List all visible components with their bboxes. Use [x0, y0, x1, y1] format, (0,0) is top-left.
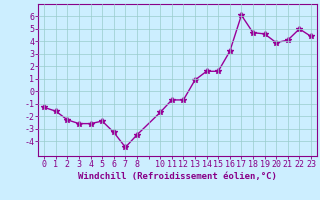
- X-axis label: Windchill (Refroidissement éolien,°C): Windchill (Refroidissement éolien,°C): [78, 172, 277, 181]
